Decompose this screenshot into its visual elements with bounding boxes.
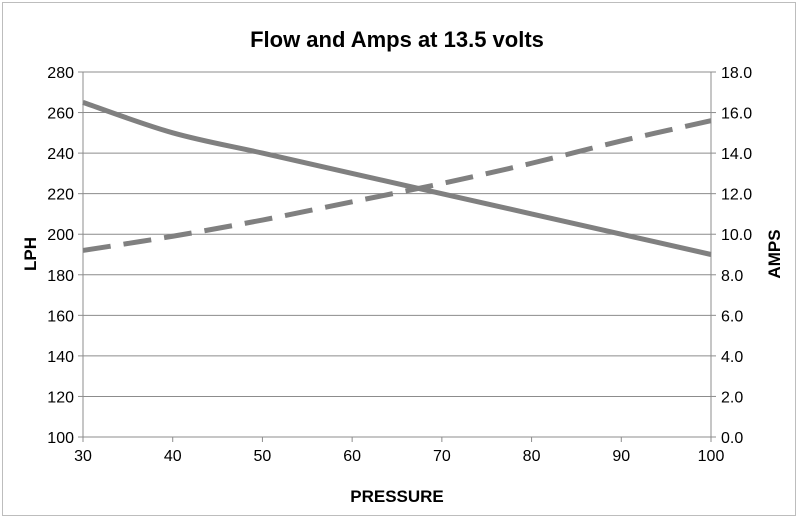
x-tick-label: 100	[698, 448, 725, 465]
x-tick-label: 80	[523, 448, 541, 465]
x-tick-label: 70	[433, 448, 451, 465]
y2-tick-label: 4.0	[721, 349, 743, 366]
y2-tick-label: 10.0	[721, 227, 752, 244]
x-tick-label: 90	[612, 448, 630, 465]
x-tick-label: 30	[74, 448, 92, 465]
amps-series-line	[82, 118, 712, 253]
y2-tick-label: 0.0	[721, 430, 743, 447]
y-axis-label: LPH	[21, 237, 40, 271]
y-tick-label: 280	[47, 65, 74, 82]
y-tick-label: 160	[47, 308, 74, 325]
y2-tick-label: 2.0	[721, 389, 743, 406]
y-tick-label: 260	[47, 106, 74, 123]
x-tick-label: 50	[254, 448, 272, 465]
y2-tick-label: 8.0	[721, 268, 743, 285]
y2-tick-label: 14.0	[721, 146, 752, 163]
y2-tick-label: 6.0	[721, 308, 743, 325]
y-tick-label: 100	[47, 430, 74, 447]
y2-tick-label: 16.0	[721, 106, 752, 123]
x-tick-label: 40	[164, 448, 182, 465]
y-tick-label: 180	[47, 268, 74, 285]
y-tick-label: 120	[47, 389, 74, 406]
y-tick-label: 140	[47, 349, 74, 366]
y-tick-label: 220	[47, 187, 74, 204]
y2-axis-label: AMPS	[765, 229, 784, 278]
flow-series-line	[82, 100, 712, 257]
y-tick-label: 240	[47, 146, 74, 163]
y2-tick-label: 18.0	[721, 65, 752, 82]
x-tick-label: 60	[343, 448, 361, 465]
y2-tick-label: 12.0	[721, 187, 752, 204]
chart-title: Flow and Amps at 13.5 volts	[250, 27, 544, 52]
x-axis-label: PRESSURE	[350, 487, 444, 506]
y-tick-label: 200	[47, 227, 74, 244]
